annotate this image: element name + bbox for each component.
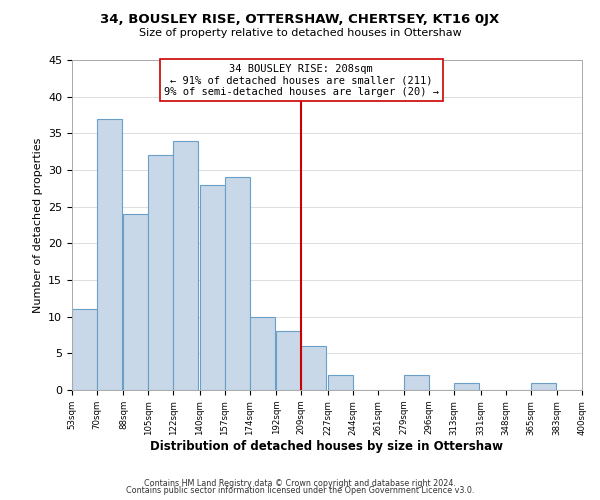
Text: 34, BOUSLEY RISE, OTTERSHAW, CHERTSEY, KT16 0JX: 34, BOUSLEY RISE, OTTERSHAW, CHERTSEY, K… (100, 12, 500, 26)
Bar (72, 310, 97, 390)
Bar (530, 382, 556, 390)
Bar (404, 376, 429, 390)
Bar (301, 346, 326, 390)
Bar (173, 140, 199, 390)
Y-axis label: Number of detached properties: Number of detached properties (32, 138, 43, 312)
Bar (328, 376, 353, 390)
Text: 34 BOUSLEY RISE: 208sqm
← 91% of detached houses are smaller (211)
9% of semi-de: 34 BOUSLEY RISE: 208sqm ← 91% of detache… (164, 64, 439, 97)
Bar (225, 178, 250, 390)
Bar (97, 118, 122, 390)
Bar (250, 316, 275, 390)
Bar (124, 214, 148, 390)
Bar (276, 332, 301, 390)
Bar (200, 184, 225, 390)
Bar (148, 156, 173, 390)
X-axis label: Distribution of detached houses by size in Ottershaw: Distribution of detached houses by size … (151, 440, 503, 453)
Text: Size of property relative to detached houses in Ottershaw: Size of property relative to detached ho… (139, 28, 461, 38)
Text: Contains HM Land Registry data © Crown copyright and database right 2024.: Contains HM Land Registry data © Crown c… (144, 478, 456, 488)
Text: Contains public sector information licensed under the Open Government Licence v3: Contains public sector information licen… (126, 486, 474, 495)
Bar (454, 382, 479, 390)
